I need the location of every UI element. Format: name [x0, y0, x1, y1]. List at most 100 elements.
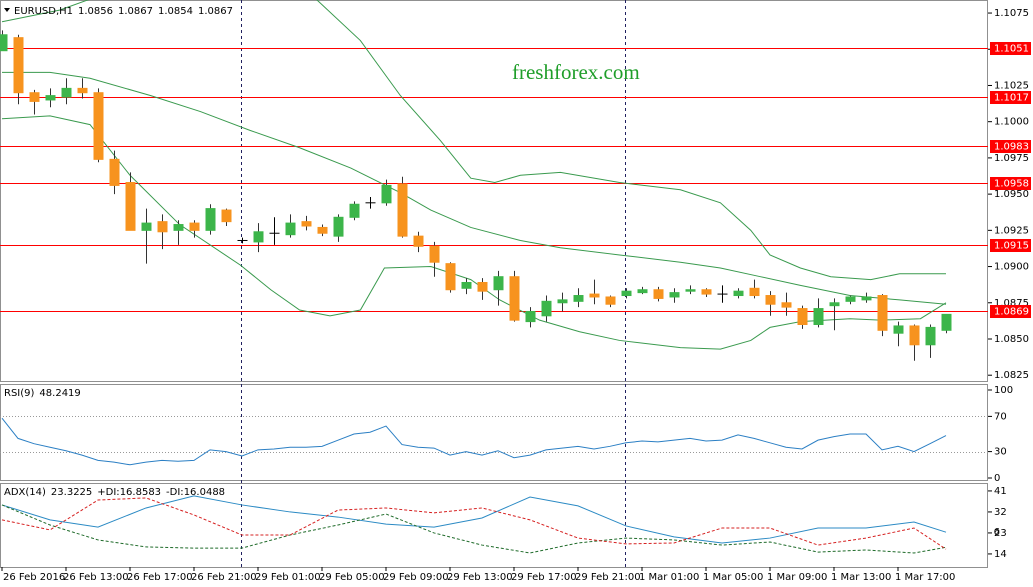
candle-body: [797, 308, 808, 326]
candle-body: [557, 299, 568, 304]
ohlc-value: 1.0867: [198, 6, 233, 17]
x-tick-label: 29 Feb 21:00: [575, 572, 641, 583]
x-tick-label: 26 Feb 21:00: [191, 572, 257, 583]
candle-body: [813, 308, 824, 326]
candle-body: [61, 87, 72, 98]
pane-plot: [1, 495, 947, 554]
candle-body: [93, 92, 104, 160]
pane-plot: [0, 416, 988, 466]
candle-body: [877, 295, 888, 331]
price-pane: [0, 0, 988, 382]
adx-pane: [0, 483, 988, 568]
candle-body: [685, 289, 696, 292]
candle-body: [29, 92, 40, 102]
candle-body: [701, 289, 712, 295]
candle-body: [925, 326, 936, 346]
candle-body: [941, 313, 952, 331]
indicator-name: RSI(9): [4, 388, 35, 399]
candle-body: [253, 231, 264, 243]
bollinger-band: [2, 71, 947, 305]
candle-body: [525, 310, 536, 323]
candle-body: [157, 221, 168, 233]
y-tick-label: 30: [994, 447, 1007, 458]
x-tick-label: 29 Feb 01:00: [255, 572, 321, 583]
level-label-box: [990, 91, 1031, 104]
y-tick-label: 1.0900: [994, 262, 1029, 273]
candle-body: [621, 290, 632, 297]
candle-body: [445, 263, 456, 291]
candle-body: [77, 87, 88, 94]
indicator-header: RSI(9) 48.2419: [4, 388, 81, 399]
level-label: 1.0958: [994, 179, 1029, 190]
x-tick-label: 1 Mar 17:00: [895, 572, 955, 583]
candle-body: [189, 222, 200, 231]
candle-body: [861, 296, 872, 301]
menu-icon: [4, 8, 10, 12]
level-label: 1.0983: [994, 142, 1029, 153]
y-tick-label: 32: [994, 507, 1007, 518]
y-tick-label: 41: [994, 486, 1007, 497]
side-label: 6: [994, 527, 1000, 538]
level-label-box: [990, 177, 1031, 190]
indicator-value: 48.2419: [39, 388, 80, 399]
x-tick-label: 29 Feb 17:00: [511, 572, 577, 583]
ohlc-value: 1.0867: [118, 6, 153, 17]
y-tick-label: 23: [994, 528, 1007, 539]
level-label: 1.1017: [994, 93, 1029, 104]
indicator-line: [1, 504, 947, 554]
ohlc-value: 1.0854: [158, 6, 193, 17]
x-tick-label: 29 Feb 09:00: [383, 572, 449, 583]
x-tick-label: 26 Feb 17:00: [127, 572, 193, 583]
candle-body: [605, 296, 616, 305]
watermark: freshforex.com: [512, 60, 640, 84]
candle-body: [173, 224, 184, 231]
indicator-name: ADX(14): [4, 487, 46, 498]
candle-body: [461, 281, 472, 289]
level-label: 1.0869: [994, 307, 1029, 318]
candle-body: [301, 221, 312, 227]
indicator-value: 23.3225: [51, 487, 92, 498]
candle-body: [893, 325, 904, 334]
x-tick-label: 1 Mar 09:00: [767, 572, 827, 583]
bollinger-band: [1, 0, 946, 281]
candle-body: [397, 183, 408, 237]
rsi-pane: [0, 384, 988, 481]
level-label: 1.0915: [994, 241, 1029, 252]
x-tick-label: 1 Mar 13:00: [831, 572, 891, 583]
y-tick-label: 14: [994, 549, 1007, 560]
ohlc-value: 1.0856: [78, 6, 113, 17]
candle-body: [845, 296, 856, 302]
y-tick-label: 1.0975: [994, 153, 1029, 164]
x-tick-label: 1 Mar 01:00: [639, 572, 699, 583]
y-tick-label: 1.0875: [994, 298, 1029, 309]
level-label-box: [990, 239, 1031, 252]
candle-body: [493, 276, 504, 291]
candle-body: [13, 37, 24, 94]
candle-body: [317, 226, 328, 234]
indicator-header: ADX(14) 23.3225 +DI:16.8583 -DI:16.0488: [4, 487, 225, 498]
candle-body: [125, 182, 136, 231]
y-tick-label: 0: [994, 473, 1000, 484]
y-tick-label: 1.0925: [994, 225, 1029, 236]
candle-body: [221, 209, 232, 223]
symbol: EURUSD,H1: [14, 6, 73, 17]
indicator-name: +DI:: [97, 487, 119, 498]
candle-body: [749, 287, 760, 297]
indicator-value: 16.8583: [120, 487, 161, 498]
candle-body: [781, 302, 792, 308]
y-tick-label: 1.0825: [994, 370, 1029, 381]
candle-body: [589, 293, 600, 298]
x-tick-label: 26 Feb 13:00: [63, 572, 129, 583]
candle-body: [109, 158, 120, 186]
candle-body: [573, 295, 584, 302]
x-tick-label: 26 Feb 2016: [3, 572, 65, 583]
level-label-box: [990, 42, 1031, 55]
candle-body: [733, 290, 744, 297]
y-tick-label: 1.1000: [994, 117, 1029, 128]
y-tick-label: 100: [994, 385, 1013, 396]
indicator-line: [1, 497, 947, 550]
candle-body: [477, 281, 488, 292]
x-tick-label: 29 Feb 13:00: [447, 572, 513, 583]
symbol-header: EURUSD,H1 1.0856 1.0867 1.0854 1.0867: [14, 6, 233, 17]
